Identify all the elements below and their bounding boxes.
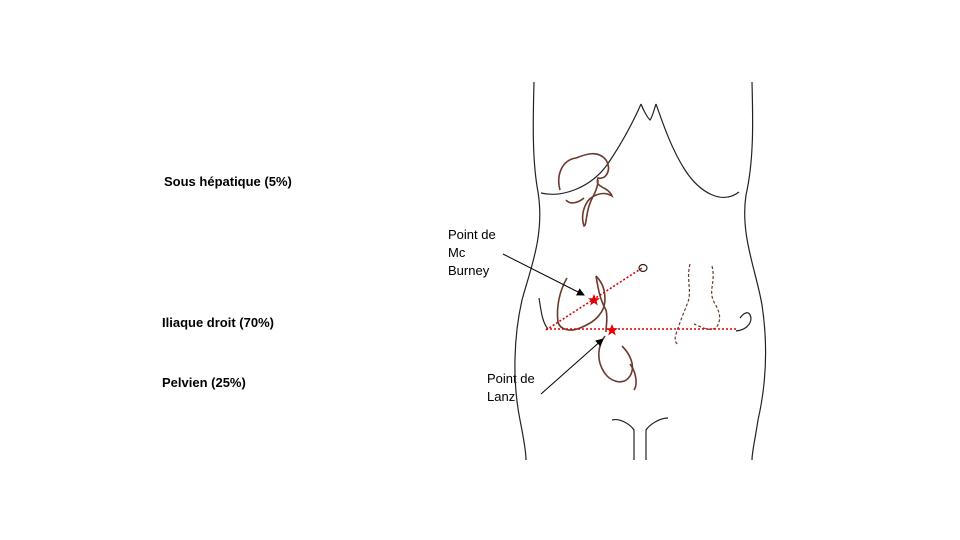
lanz-star	[606, 324, 618, 336]
pelvic-caecum	[598, 335, 634, 383]
body-outline	[514, 81, 767, 461]
torso-left-edge	[514, 81, 541, 461]
location-label-subhepatic: Sous hépatique (5%)	[164, 174, 292, 189]
mcburney-label-line-2: Mc	[448, 245, 466, 260]
groin-right	[645, 417, 669, 460]
hip-right	[735, 312, 752, 332]
lanz-label-line-1: Point de	[487, 371, 535, 386]
subhepatic-appendix	[565, 197, 585, 204]
mcburney-point-label: Point de Mc Burney	[448, 226, 496, 280]
ribcage-left	[540, 103, 642, 195]
umbilicus	[638, 263, 648, 273]
hip-left	[538, 297, 549, 330]
location-label-pelvic: Pelvien (25%)	[162, 375, 246, 390]
iliac-appendix	[595, 275, 608, 333]
ribcage-right	[655, 103, 740, 198]
subhepatic-caecum	[558, 152, 614, 227]
lanz-point-label: Point de Lanz	[487, 370, 535, 406]
organ-drawings	[556, 152, 637, 391]
mcburney-label-line-3: Burney	[448, 263, 490, 278]
iliac-caecum	[556, 275, 606, 331]
mcburney-arrow	[502, 253, 585, 296]
left-colon-dashed	[674, 263, 721, 345]
mcburney-label-line-1: Point de	[448, 227, 496, 242]
lanz-arrow	[540, 338, 604, 395]
torso-right-edge	[744, 81, 767, 461]
pelvic-appendix	[629, 363, 637, 391]
sternum-notch	[640, 103, 657, 121]
groin-left	[611, 419, 635, 460]
mcburney-star	[588, 294, 600, 306]
location-label-right-iliac: Iliaque droit (70%)	[162, 315, 274, 330]
lanz-label-line-2: Lanz	[487, 389, 516, 404]
